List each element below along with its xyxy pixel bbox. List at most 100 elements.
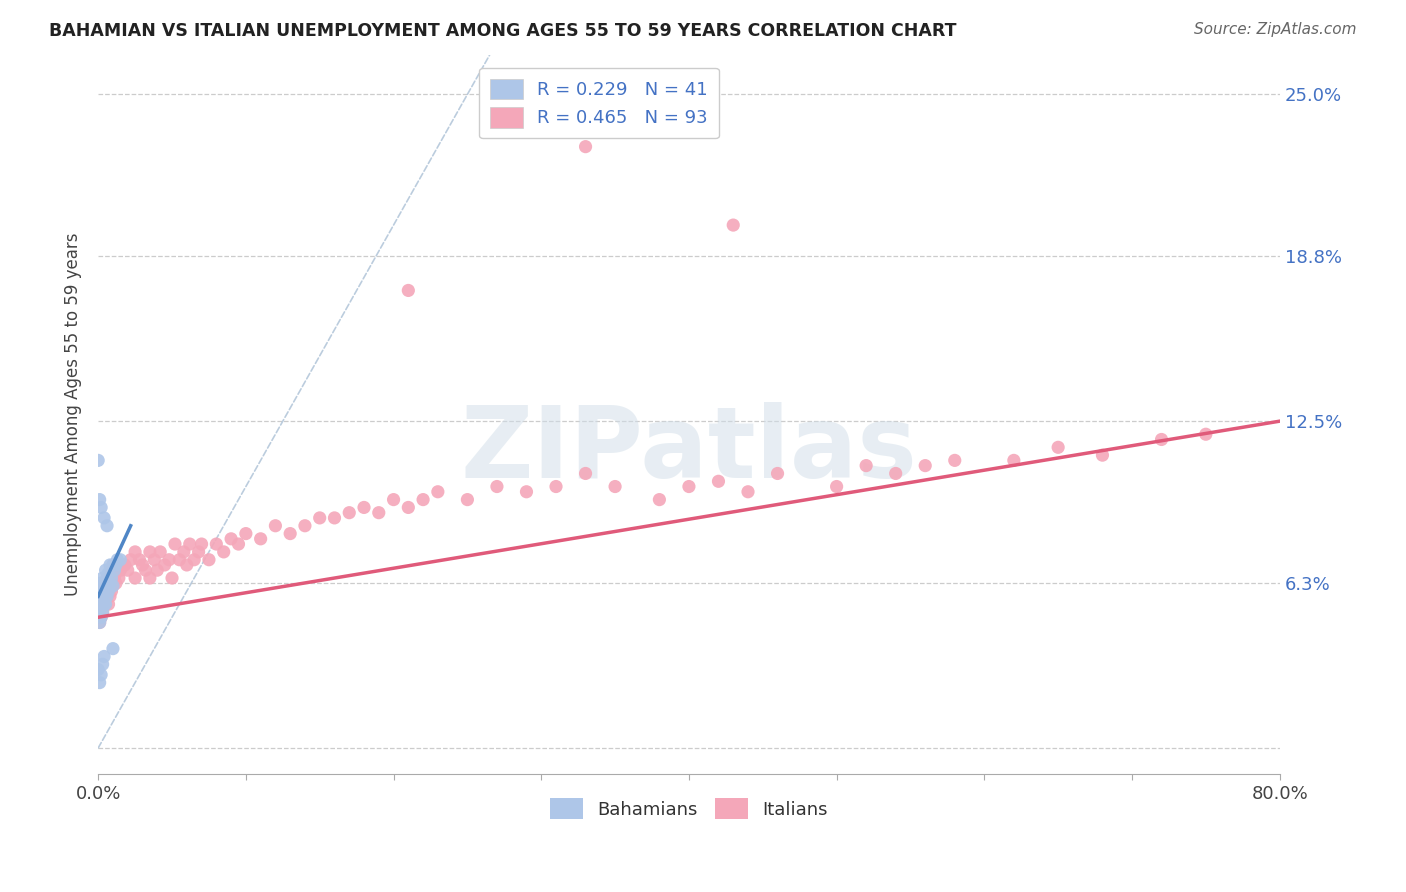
Point [1195, 427, 1218, 442]
Point [367, 506, 389, 520]
Point [1150, 433, 1173, 447]
Point [294, 518, 316, 533]
Point [412, 492, 434, 507]
Point [94, 584, 117, 599]
Point [100, 571, 122, 585]
Point [87, 597, 110, 611]
Point [766, 467, 789, 481]
Point [179, 537, 201, 551]
Point [98, 571, 121, 585]
Point [96, 590, 118, 604]
Point [90, 610, 112, 624]
Point [120, 553, 142, 567]
Point [91, 605, 114, 619]
Point [96, 590, 118, 604]
Point [1091, 448, 1114, 462]
Point [183, 553, 205, 567]
Point [89, 675, 111, 690]
Point [110, 553, 132, 567]
Point [707, 475, 730, 489]
Point [94, 563, 117, 577]
Point [146, 563, 169, 577]
Point [190, 537, 212, 551]
Point [93, 579, 115, 593]
Point [603, 479, 626, 493]
Point [198, 553, 221, 567]
Point [139, 571, 162, 585]
Point [90, 591, 112, 606]
Point [103, 563, 125, 577]
Text: ZIPatlas: ZIPatlas [461, 402, 917, 500]
Point [94, 597, 117, 611]
Point [323, 511, 346, 525]
Point [139, 545, 162, 559]
Point [97, 584, 120, 599]
Point [176, 558, 198, 572]
Point [219, 532, 242, 546]
Point [87, 584, 110, 599]
Point [308, 511, 330, 525]
Point [396, 500, 419, 515]
Point [574, 139, 596, 153]
Point [515, 484, 537, 499]
Point [124, 545, 146, 559]
Point [103, 571, 125, 585]
Point [149, 545, 172, 559]
Point [169, 553, 191, 567]
Point [91, 605, 114, 619]
Point [131, 558, 153, 572]
Point [678, 479, 700, 493]
Point [485, 479, 508, 493]
Point [1047, 440, 1070, 454]
Point [128, 553, 150, 567]
Point [264, 518, 287, 533]
Point [97, 566, 120, 580]
Point [278, 526, 301, 541]
Point [90, 500, 112, 515]
Point [426, 484, 449, 499]
Point [87, 597, 110, 611]
Point [228, 537, 250, 551]
Point [87, 663, 110, 677]
Point [235, 526, 257, 541]
Point [90, 667, 112, 681]
Point [134, 563, 156, 577]
Point [648, 492, 671, 507]
Point [117, 563, 139, 577]
Point [98, 590, 121, 604]
Point [143, 553, 166, 567]
Point [96, 571, 118, 585]
Point [91, 657, 114, 672]
Point [108, 571, 131, 585]
Point [89, 602, 111, 616]
Point [114, 558, 136, 572]
Point [353, 500, 375, 515]
Point [89, 492, 111, 507]
Point [93, 597, 115, 611]
Point [153, 558, 176, 572]
Point [825, 479, 848, 493]
Point [89, 576, 111, 591]
Point [91, 584, 114, 599]
Point [105, 563, 128, 577]
Point [212, 545, 235, 559]
Point [98, 558, 121, 572]
Point [89, 615, 111, 630]
Point [104, 558, 127, 572]
Point [111, 558, 134, 572]
Point [90, 597, 112, 611]
Point [157, 553, 180, 567]
Point [544, 479, 567, 493]
Point [943, 453, 966, 467]
Point [90, 579, 112, 593]
Point [110, 563, 132, 577]
Point [93, 576, 115, 591]
Point [90, 610, 112, 624]
Point [91, 571, 114, 585]
Point [105, 553, 128, 567]
Point [91, 590, 114, 604]
Point [173, 545, 195, 559]
Point [396, 284, 419, 298]
Point [382, 492, 405, 507]
Point [97, 579, 120, 593]
